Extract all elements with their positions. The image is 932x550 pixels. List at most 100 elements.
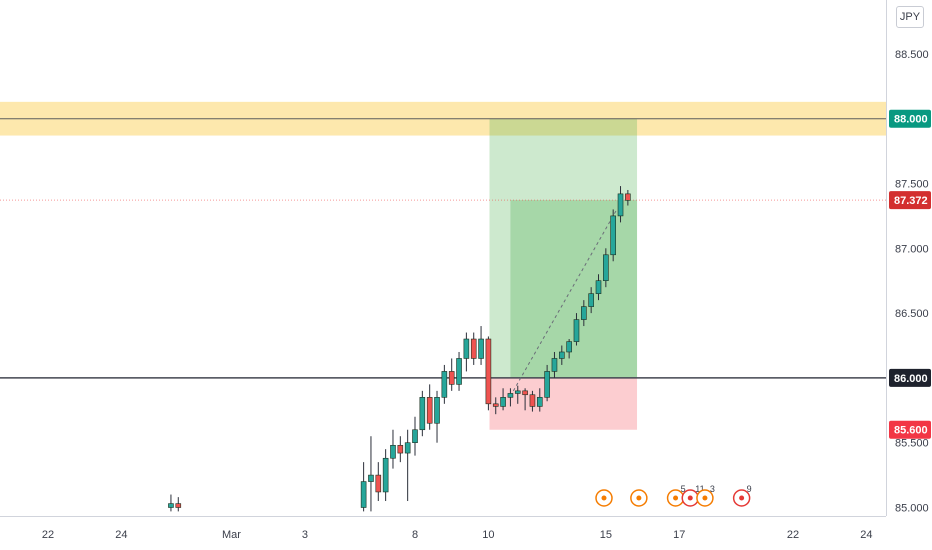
price-tag-label: 88.000 bbox=[894, 114, 928, 126]
candle bbox=[404, 429, 411, 502]
long-position-active-profit[interactable] bbox=[510, 200, 638, 378]
candle bbox=[390, 429, 396, 469]
candle-body bbox=[492, 403, 499, 407]
candle bbox=[566, 339, 572, 359]
event-dot bbox=[739, 495, 745, 501]
candle-body bbox=[448, 371, 455, 385]
price-tag-bg bbox=[889, 191, 931, 210]
candle-body bbox=[360, 481, 367, 508]
price-tick-label: 87.500 bbox=[895, 179, 929, 191]
candle bbox=[175, 497, 182, 512]
event-marker[interactable]: 3 bbox=[696, 484, 715, 507]
candle bbox=[412, 416, 418, 456]
date-tick-label: 3 bbox=[302, 529, 308, 541]
candle bbox=[544, 364, 550, 402]
event-marker[interactable] bbox=[630, 489, 648, 507]
currency-label[interactable]: JPY bbox=[896, 6, 924, 28]
candle-body bbox=[595, 280, 602, 294]
long-position-loss-zone[interactable] bbox=[489, 377, 638, 430]
price-tag[interactable]: 85.600 bbox=[889, 420, 931, 439]
event-count-label: 5 bbox=[681, 484, 686, 494]
event-dot bbox=[601, 495, 607, 501]
date-tick-label: 8 bbox=[412, 529, 418, 541]
candle bbox=[625, 189, 631, 206]
date-tick-label: 24 bbox=[860, 529, 872, 541]
candle bbox=[470, 332, 477, 365]
candle-body bbox=[603, 254, 609, 281]
candle-body bbox=[617, 193, 624, 217]
candle-body bbox=[375, 474, 382, 493]
price-tag-bg bbox=[889, 420, 931, 439]
price-tag[interactable]: 88.000 bbox=[889, 109, 931, 128]
candle-body bbox=[625, 193, 631, 201]
candle bbox=[382, 449, 389, 502]
candle bbox=[360, 462, 367, 512]
candle bbox=[603, 248, 609, 288]
candle bbox=[595, 274, 602, 301]
candle bbox=[507, 388, 514, 407]
candle-body bbox=[368, 474, 374, 482]
candle-body bbox=[514, 390, 521, 394]
event-marker[interactable]: 9 bbox=[732, 484, 752, 507]
date-tick-label: 17 bbox=[673, 529, 685, 541]
date-tick-label: 22 bbox=[787, 529, 799, 541]
candle-body bbox=[588, 293, 594, 307]
candle bbox=[492, 397, 499, 415]
date-tick-label: 10 bbox=[482, 529, 494, 541]
event-dot bbox=[702, 495, 708, 501]
candle-body bbox=[175, 503, 182, 508]
candle bbox=[581, 300, 587, 327]
candle bbox=[168, 494, 174, 512]
price-axis[interactable] bbox=[886, 0, 932, 550]
event-marker[interactable]: 5 bbox=[666, 484, 686, 507]
price-tick-label: 85.500 bbox=[895, 438, 929, 450]
candle-body bbox=[558, 351, 565, 359]
candle bbox=[463, 332, 470, 372]
candle bbox=[536, 388, 543, 412]
candle-body bbox=[610, 215, 616, 256]
candle bbox=[485, 336, 492, 411]
candle-body bbox=[544, 371, 550, 398]
candle-body bbox=[522, 390, 528, 396]
candle bbox=[500, 388, 506, 411]
candle-body bbox=[500, 397, 506, 407]
candle-body bbox=[536, 397, 543, 407]
event-marker[interactable] bbox=[595, 489, 613, 507]
candle bbox=[426, 384, 433, 430]
candle-body bbox=[390, 444, 396, 459]
candle-body bbox=[507, 393, 514, 398]
candle-body bbox=[573, 319, 580, 342]
price-tick-label: 87.000 bbox=[895, 243, 929, 255]
candle-body bbox=[426, 397, 433, 424]
candle-body bbox=[581, 306, 587, 320]
candle-body bbox=[478, 338, 484, 359]
price-tag-label: 86.000 bbox=[894, 373, 928, 385]
candle-body bbox=[529, 394, 536, 407]
candle bbox=[522, 388, 528, 411]
price-tag-label: 85.600 bbox=[894, 425, 928, 437]
candle bbox=[448, 358, 455, 391]
candle bbox=[434, 390, 440, 443]
candle bbox=[375, 462, 382, 502]
candle bbox=[441, 364, 448, 404]
price-tick-label: 88.500 bbox=[895, 49, 929, 61]
price-tag[interactable]: 86.000 bbox=[889, 368, 931, 387]
date-tick-label: 22 bbox=[42, 529, 54, 541]
candle-body bbox=[463, 338, 470, 359]
candle bbox=[558, 345, 565, 365]
candle bbox=[610, 209, 616, 262]
candle bbox=[456, 351, 462, 391]
candle bbox=[617, 186, 624, 223]
price-tag-bg bbox=[889, 368, 931, 387]
event-count-label: 3 bbox=[710, 484, 715, 494]
event-dot bbox=[636, 495, 642, 501]
candle-body bbox=[456, 358, 462, 385]
candle-body bbox=[434, 397, 440, 424]
candle-body bbox=[441, 371, 448, 398]
candle-body bbox=[404, 442, 411, 454]
candle-body bbox=[566, 341, 572, 353]
price-tag[interactable]: 87.372 bbox=[889, 191, 931, 210]
event-dot bbox=[673, 495, 679, 501]
event-dot bbox=[687, 495, 693, 501]
